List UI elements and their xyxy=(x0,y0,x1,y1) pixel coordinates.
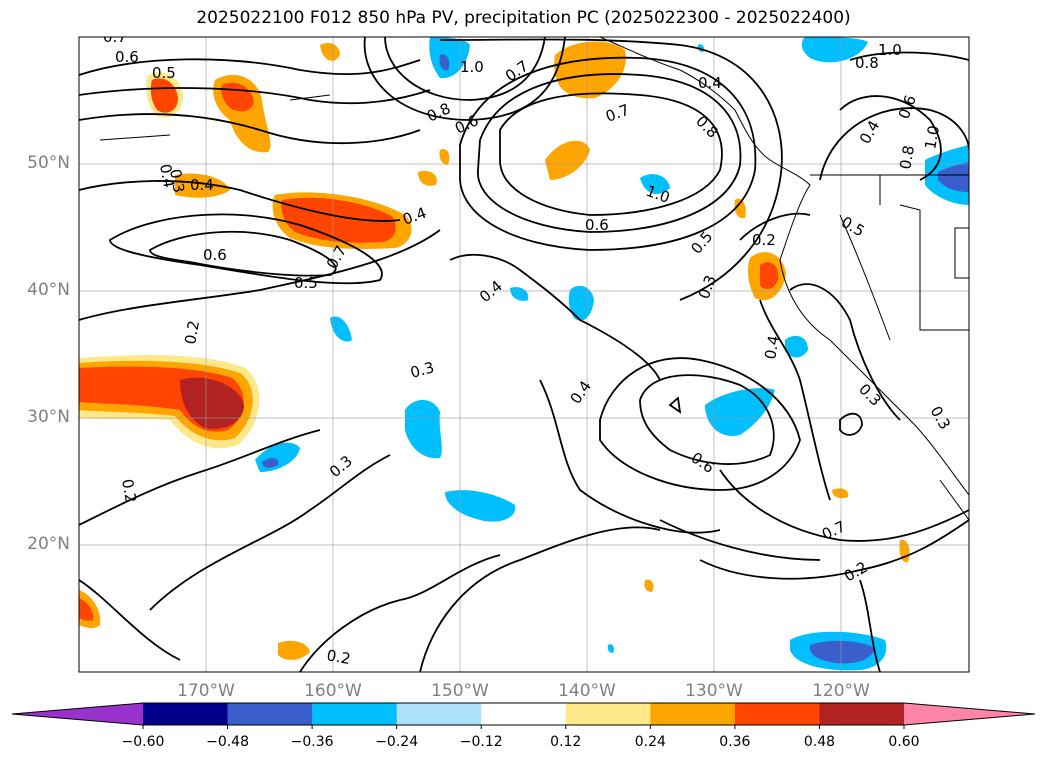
contour-label: 0.4 xyxy=(156,163,178,190)
map-title: 2025022100 F012 850 hPa PV, precipitatio… xyxy=(196,8,851,28)
colorbar-segment xyxy=(481,703,567,725)
coastlines xyxy=(99,37,969,521)
lon-label: 160°W xyxy=(304,681,362,701)
anomaly-region xyxy=(832,488,849,499)
contour-label: 0.4 xyxy=(761,334,783,361)
anomaly-region xyxy=(568,285,594,321)
anomaly-region xyxy=(705,388,775,436)
anomaly-region xyxy=(330,316,352,342)
anomaly-region xyxy=(439,54,450,71)
anomaly-region xyxy=(785,335,808,358)
lat-label: 50°N xyxy=(27,153,70,173)
lat-label: 30°N xyxy=(27,407,70,427)
lat-label: 40°N xyxy=(27,280,70,300)
anomaly-region xyxy=(445,490,516,522)
anomaly-region xyxy=(938,162,969,192)
contour-label: 0.2 xyxy=(181,319,203,346)
colorbar-segment xyxy=(143,703,229,725)
anomaly-region xyxy=(278,640,310,660)
anomaly-region xyxy=(640,174,670,194)
contour-label: 0.6 xyxy=(203,246,227,264)
anomaly-region xyxy=(554,41,626,99)
pv-contours xyxy=(79,37,969,672)
contour-label: 1.0 xyxy=(460,58,484,76)
contour-label: 0.2 xyxy=(752,231,776,249)
anomaly-region xyxy=(760,262,779,290)
colorbar-tick-label: 0.12 xyxy=(550,734,582,750)
colorbar-tick-label: 0.60 xyxy=(888,734,920,750)
colorbar-segment xyxy=(819,703,905,725)
contour-label: 0.4 xyxy=(698,74,722,92)
anomaly-region xyxy=(809,640,875,664)
contour-label: 0.6 xyxy=(115,48,139,66)
contour-label: 0.8 xyxy=(896,144,918,171)
contour-label: 1.0 xyxy=(878,41,902,59)
lat-label: 20°N xyxy=(27,534,70,554)
anomaly-region xyxy=(439,149,450,165)
colorbar-extend-low xyxy=(12,703,143,725)
colorbar-segment xyxy=(734,703,820,725)
colorbar-tick-label: −0.48 xyxy=(206,734,249,750)
lon-label: 120°W xyxy=(812,681,870,701)
colorbar-segment xyxy=(396,703,482,725)
contour-label: 0.3 xyxy=(166,168,188,195)
contour-label: 0.8 xyxy=(855,54,879,72)
anomaly-region xyxy=(79,598,94,621)
anomaly-region xyxy=(801,37,868,63)
colorbar-tick-label: −0.24 xyxy=(375,734,419,750)
colorbar xyxy=(11,702,1036,729)
map-frame xyxy=(78,36,970,673)
colorbar-tick-label: 0.24 xyxy=(634,734,666,750)
colorbar-tick-label: −0.12 xyxy=(459,734,503,750)
anomaly-region xyxy=(281,197,396,243)
contour-label: 0.2 xyxy=(325,646,352,668)
contour-label: 0.5 xyxy=(294,274,318,292)
lon-label: 170°W xyxy=(177,681,235,701)
colorbar-segment xyxy=(227,703,313,725)
anomaly-region xyxy=(545,140,590,180)
anomaly-region xyxy=(644,579,654,592)
contour-label: 0.2 xyxy=(118,478,140,505)
colorbar-segment xyxy=(312,703,398,725)
contour-label: 0.3 xyxy=(408,358,436,382)
shaded-anomalies xyxy=(79,37,969,671)
anomaly-region xyxy=(320,43,340,61)
contour-label: 0.4 xyxy=(190,176,214,194)
anomaly-region xyxy=(175,173,230,198)
anomaly-region xyxy=(734,198,746,219)
colorbar-tick-label: 0.36 xyxy=(719,734,751,750)
anomaly-region xyxy=(418,170,437,186)
anomaly-region xyxy=(150,78,178,113)
contour-label: 0.6 xyxy=(585,216,609,234)
lon-label: 140°W xyxy=(558,681,616,701)
lon-label: 130°W xyxy=(685,681,743,701)
colorbar-tick-label: −0.36 xyxy=(290,734,334,750)
colorbar-tick-label: 0.48 xyxy=(803,734,836,750)
colorbar-tick-label: −0.60 xyxy=(121,734,165,750)
colorbar-extend-high xyxy=(904,703,1035,725)
anomaly-region xyxy=(262,458,279,468)
contour-label: 0.7 xyxy=(103,28,127,46)
anomaly-region xyxy=(607,644,615,653)
colorbar-segment xyxy=(650,703,736,725)
anomaly-region xyxy=(180,377,244,429)
lon-label: 150°W xyxy=(431,681,489,701)
contour-label: 0.5 xyxy=(152,64,176,82)
colorbar-segment xyxy=(565,703,651,725)
contour-label: 1.0 xyxy=(921,124,943,151)
anomaly-region xyxy=(405,400,442,459)
